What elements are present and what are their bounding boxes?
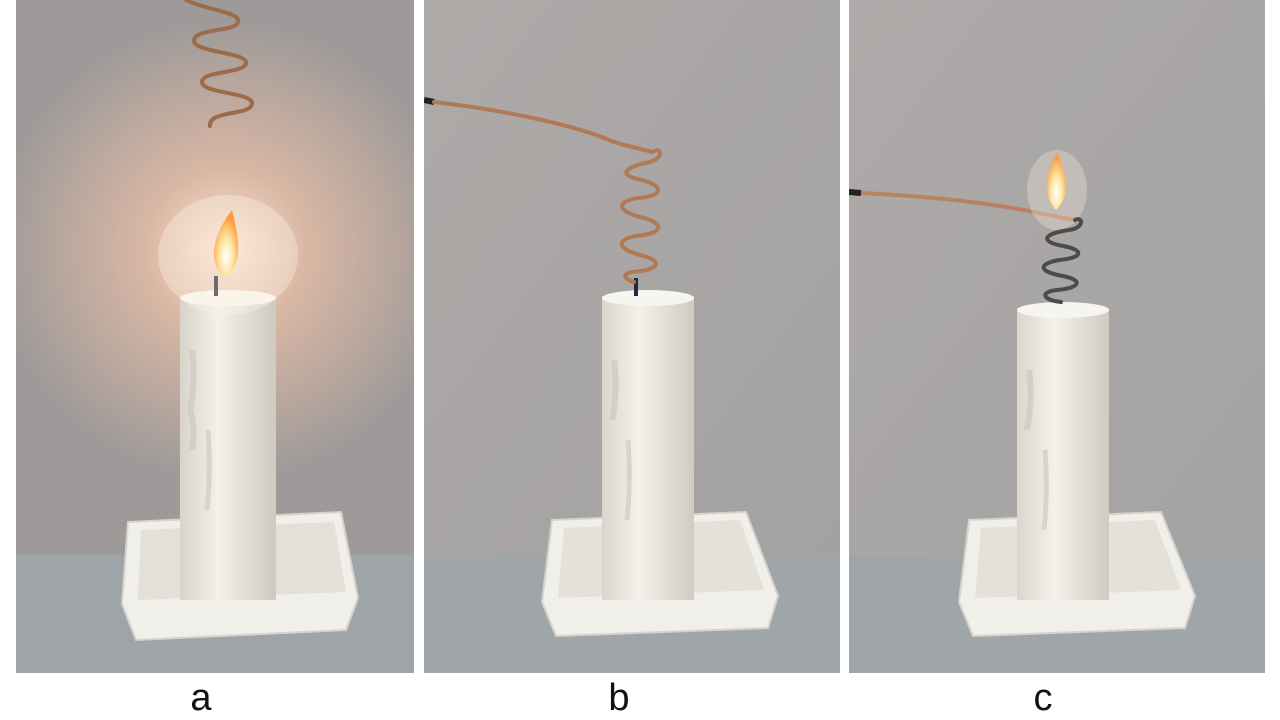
copper-coil (1041, 217, 1083, 304)
panel-a-scene (16, 0, 414, 673)
wire-handle-grip (849, 189, 862, 196)
candle (602, 296, 694, 600)
panel-b-scene (424, 0, 840, 673)
photo-panel-c (849, 0, 1265, 673)
panel-label-b: b (608, 677, 630, 719)
panel-label-c: c (1033, 677, 1053, 719)
copper-coil (432, 100, 662, 284)
flame (1047, 152, 1066, 210)
panel-c-scene (849, 0, 1265, 673)
copper-wire (860, 191, 1076, 222)
flame (213, 210, 239, 276)
panel-label-a: a (190, 677, 212, 719)
candle (1017, 308, 1109, 600)
photo-panel-b (424, 0, 840, 673)
copper-coil (184, 0, 254, 128)
photo-panel-a (16, 0, 414, 673)
candle (180, 295, 276, 600)
